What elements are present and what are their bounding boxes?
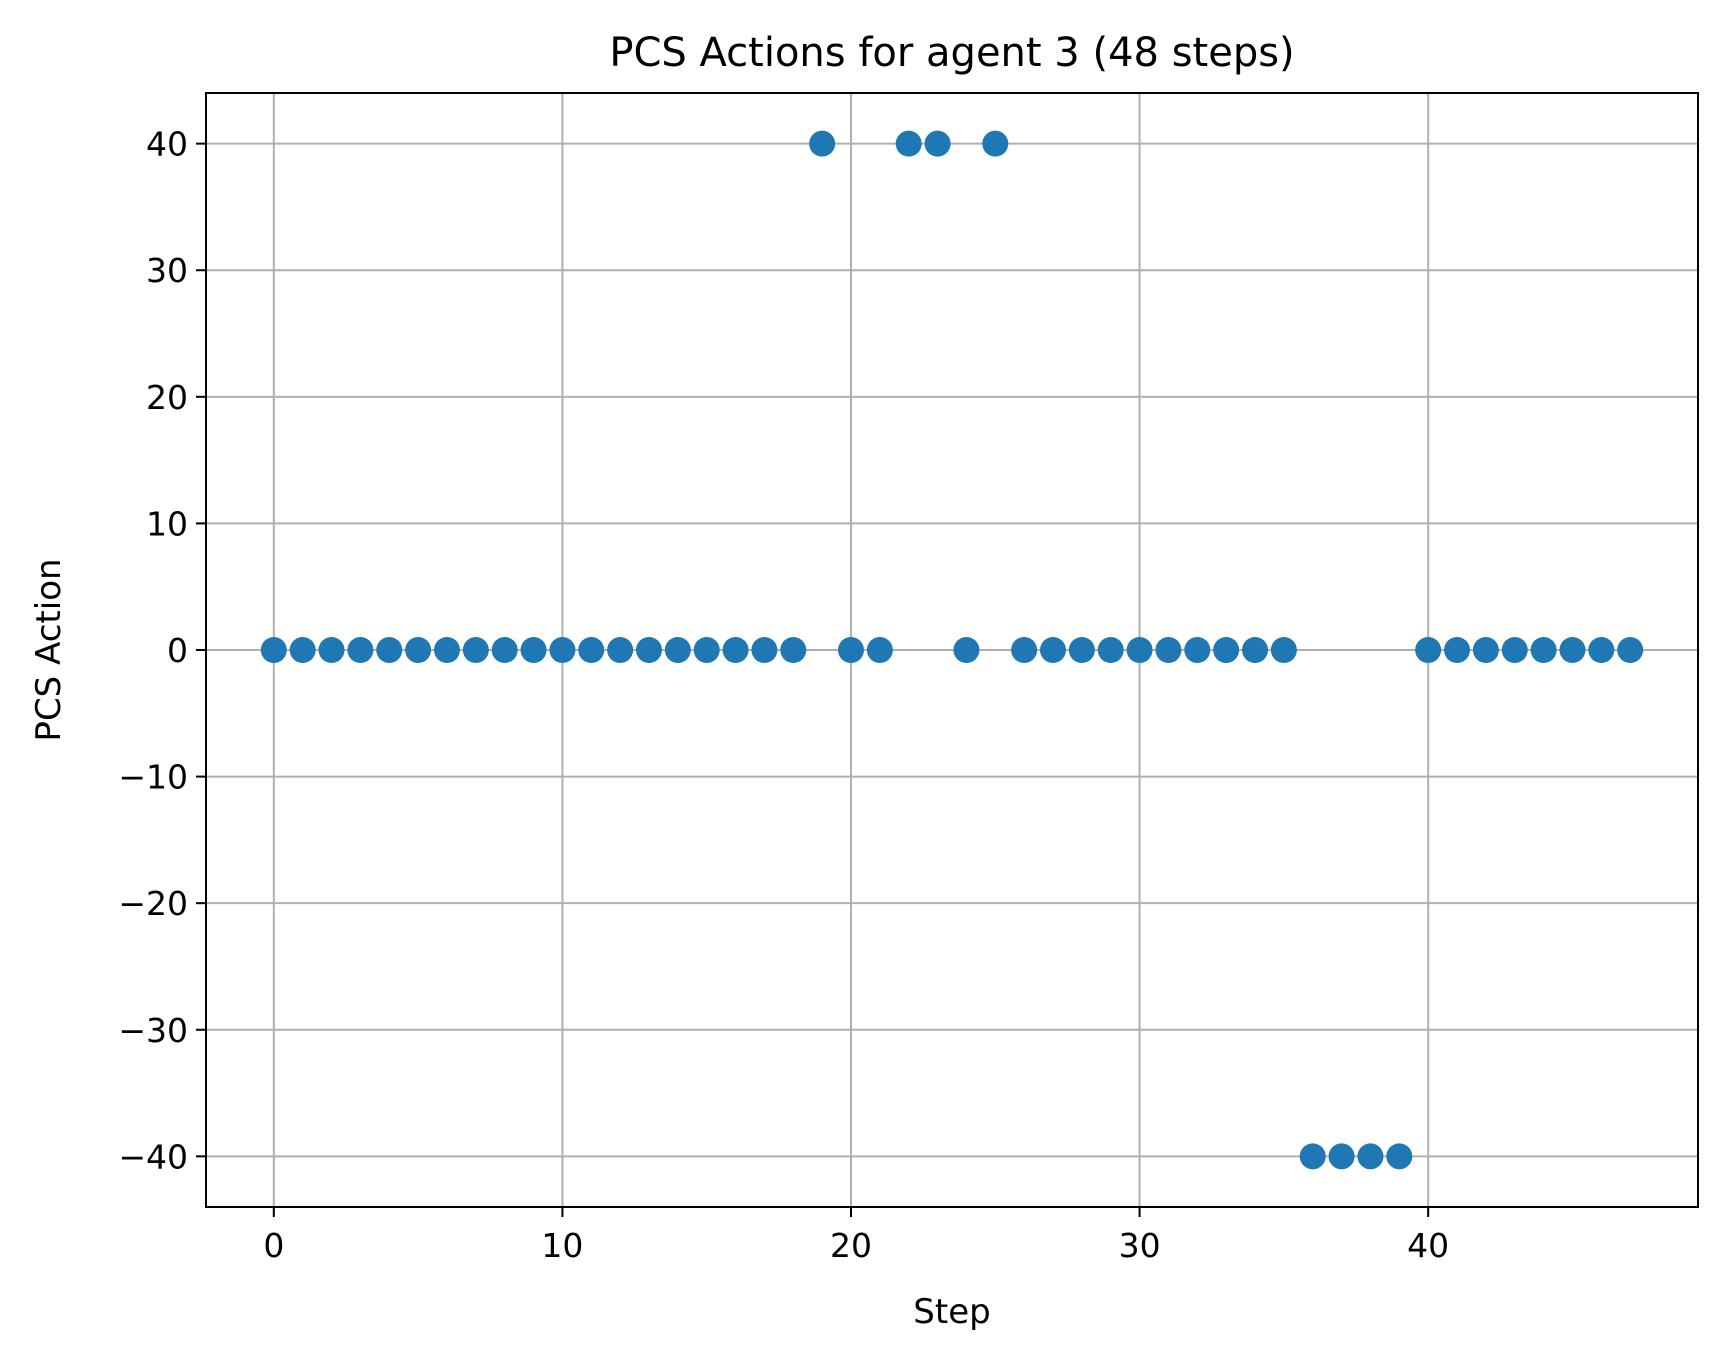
data-point	[289, 637, 316, 663]
data-point	[1559, 637, 1586, 663]
y-tick-label: 0	[167, 631, 188, 670]
data-point	[1444, 637, 1471, 663]
data-point	[664, 637, 691, 663]
data-point	[1126, 637, 1153, 663]
data-point	[1270, 637, 1297, 663]
data-point	[1501, 637, 1528, 663]
data-point	[722, 637, 749, 663]
data-point	[405, 637, 432, 663]
y-tick-label: −40	[118, 1137, 188, 1176]
x-tick-label: 20	[830, 1226, 872, 1265]
y-tick-label: 30	[146, 251, 188, 290]
y-tick-label: −10	[118, 758, 188, 797]
data-point	[837, 637, 864, 663]
data-points	[260, 130, 1644, 1170]
data-point	[520, 637, 547, 663]
data-point	[866, 637, 893, 663]
x-tick-label: 30	[1119, 1226, 1161, 1265]
data-point	[1386, 1143, 1413, 1170]
y-tick-label: −20	[118, 884, 188, 923]
data-point	[433, 637, 460, 663]
data-point	[1415, 637, 1442, 663]
data-point	[1472, 637, 1499, 663]
plot-frame	[205, 92, 1699, 1208]
data-point	[491, 637, 518, 663]
data-point	[1588, 637, 1615, 663]
data-point	[693, 637, 720, 663]
y-axis-label: PCS Action	[29, 558, 69, 741]
data-point	[1617, 637, 1644, 663]
y-axis-ticks: −40 −30 −20 −10 0 10 20 30 40	[118, 125, 206, 1176]
data-point	[376, 637, 403, 663]
chart-title: PCS Actions for agent 3 (48 steps)	[609, 30, 1294, 76]
data-point	[780, 637, 807, 663]
data-point	[635, 637, 662, 663]
x-axis-ticks: 0 10 20 30 40	[263, 1207, 1449, 1265]
data-point	[1328, 1143, 1355, 1170]
data-point	[1357, 1143, 1384, 1170]
data-point	[318, 637, 345, 663]
x-tick-label: 10	[541, 1226, 583, 1265]
data-point	[1068, 637, 1095, 663]
data-point	[607, 637, 634, 663]
data-point	[549, 637, 576, 663]
data-point	[1011, 637, 1038, 663]
data-point	[1213, 637, 1240, 663]
data-point	[924, 130, 951, 157]
data-point	[347, 637, 374, 663]
y-tick-label: 20	[146, 378, 188, 417]
x-tick-label: 0	[263, 1226, 284, 1265]
y-tick-label: 40	[146, 125, 188, 164]
x-axis-label: Step	[913, 1292, 990, 1332]
data-point	[578, 637, 605, 663]
data-point	[1097, 637, 1124, 663]
x-tick-label: 40	[1407, 1226, 1449, 1265]
y-tick-label: 10	[146, 504, 188, 543]
data-point	[1299, 1143, 1326, 1170]
data-point	[462, 637, 489, 663]
y-tick-label: −30	[118, 1011, 188, 1050]
data-point	[953, 637, 980, 663]
data-point	[1242, 637, 1269, 663]
data-point	[260, 637, 287, 663]
data-point	[1184, 637, 1211, 663]
data-point	[1155, 637, 1182, 663]
data-point	[1040, 637, 1067, 663]
data-point	[982, 130, 1009, 157]
data-point	[895, 130, 922, 157]
data-point	[1530, 637, 1557, 663]
data-point	[809, 130, 836, 157]
data-point	[751, 637, 778, 663]
